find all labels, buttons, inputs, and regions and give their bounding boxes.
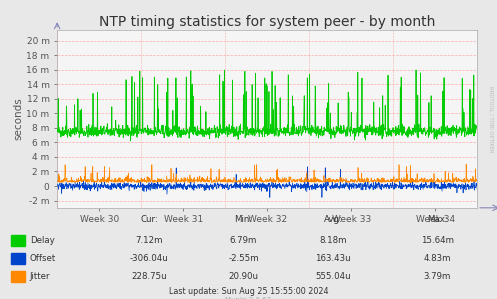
Text: -2.55m: -2.55m xyxy=(228,254,259,263)
Text: -306.04u: -306.04u xyxy=(130,254,168,263)
Text: 228.75u: 228.75u xyxy=(131,272,167,281)
Text: 4.83m: 4.83m xyxy=(423,254,451,263)
Text: 7.12m: 7.12m xyxy=(135,236,163,245)
Title: NTP timing statistics for system peer - by month: NTP timing statistics for system peer - … xyxy=(99,15,435,29)
Text: Munin 2.0.67: Munin 2.0.67 xyxy=(226,298,271,299)
Text: Offset: Offset xyxy=(30,254,56,263)
Text: Jitter: Jitter xyxy=(30,272,50,281)
Text: 555.04u: 555.04u xyxy=(315,272,351,281)
Text: Min:: Min: xyxy=(235,215,252,224)
Text: 8.18m: 8.18m xyxy=(319,236,347,245)
Text: Max:: Max: xyxy=(427,215,448,224)
Text: Cur:: Cur: xyxy=(140,215,158,224)
Text: RRDTOOL / TOBI OETIKER: RRDTOOL / TOBI OETIKER xyxy=(489,86,494,153)
Text: Last update: Sun Aug 25 15:55:00 2024: Last update: Sun Aug 25 15:55:00 2024 xyxy=(169,287,328,296)
Text: Avg:: Avg: xyxy=(324,215,342,224)
Y-axis label: seconds: seconds xyxy=(13,97,24,140)
Text: 3.79m: 3.79m xyxy=(423,272,451,281)
Text: 163.43u: 163.43u xyxy=(315,254,351,263)
Text: 6.79m: 6.79m xyxy=(230,236,257,245)
Text: 15.64m: 15.64m xyxy=(421,236,454,245)
Text: 20.90u: 20.90u xyxy=(229,272,258,281)
Text: Delay: Delay xyxy=(30,236,55,245)
